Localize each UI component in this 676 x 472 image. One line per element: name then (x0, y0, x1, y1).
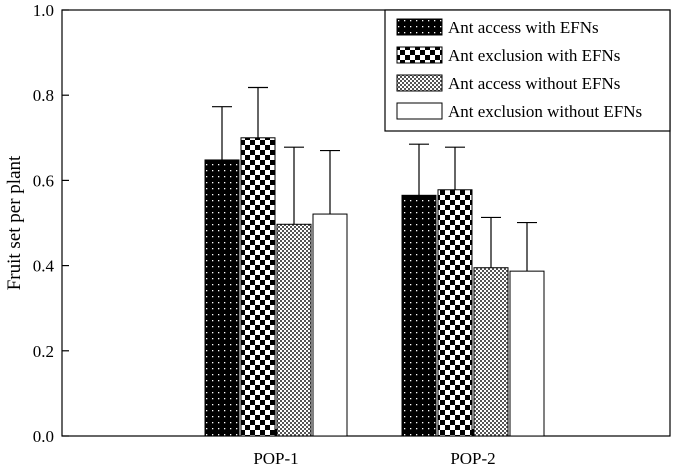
y-tick-label: 0.6 (33, 171, 54, 190)
bar (473, 267, 509, 437)
bar (204, 159, 240, 437)
bar (509, 270, 545, 437)
legend: Ant access with EFNs Ant exclusion with E… (384, 9, 671, 132)
x-tick-label: POP-1 (253, 449, 298, 468)
bar (312, 213, 348, 437)
bars (204, 137, 545, 437)
legend-swatch (396, 46, 443, 64)
legend-label: Ant access with EFNs (448, 18, 599, 37)
legend-label: Ant exclusion without EFNs (448, 102, 642, 121)
bar (240, 137, 276, 437)
x-axis-ticks: POP-1 POP-2 (253, 429, 496, 468)
y-axis-label: Fruit set per plant (4, 155, 25, 290)
legend-swatch (396, 102, 443, 120)
bar (437, 189, 473, 437)
y-tick-label: 0.0 (33, 427, 54, 446)
plot-frame (61, 9, 671, 437)
bar (401, 194, 437, 437)
y-tick-label: 0.8 (33, 86, 54, 105)
legend-swatch (396, 18, 443, 36)
legend-label: Ant access without EFNs (448, 74, 620, 93)
error-bars (212, 86, 537, 272)
bar (276, 223, 312, 437)
x-tick-label: POP-2 (450, 449, 495, 468)
y-tick-label: 0.4 (33, 257, 55, 276)
legend-label: Ant exclusion with EFNs (448, 46, 620, 65)
y-tick-label: 1.0 (33, 1, 54, 20)
y-axis-ticks: 0.0 0.2 0.4 0.6 0.8 1.0 (33, 1, 69, 446)
legend-swatch (396, 74, 443, 92)
y-tick-label: 0.2 (33, 342, 54, 361)
